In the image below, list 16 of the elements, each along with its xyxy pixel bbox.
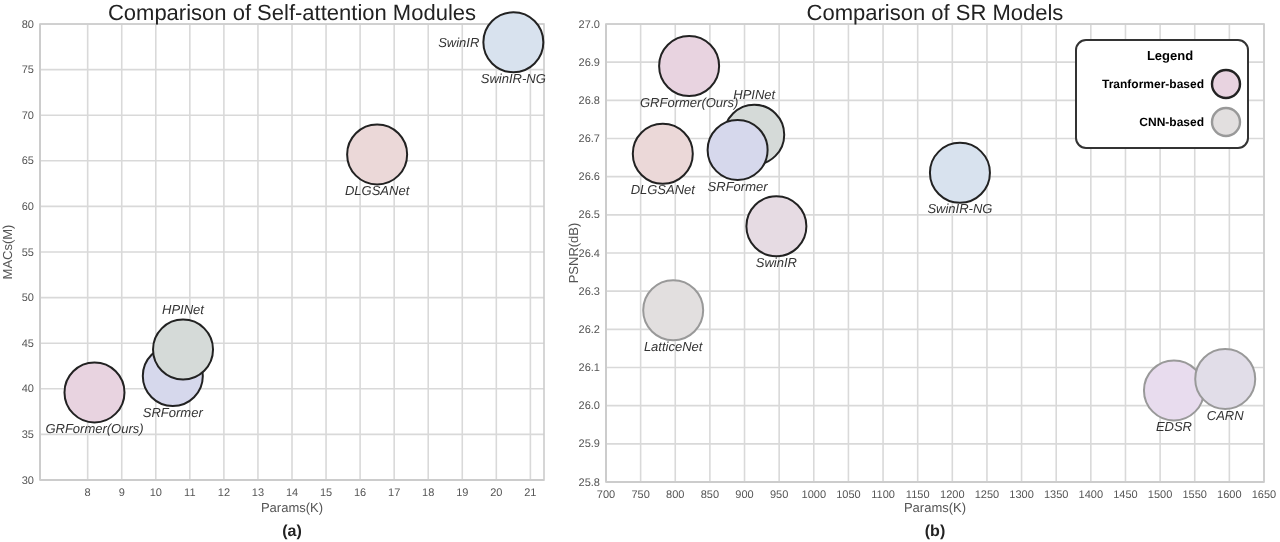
chart-title: Comparison of Self-attention Modules <box>107 2 478 26</box>
point <box>928 141 991 204</box>
point <box>706 119 769 181</box>
point <box>1194 348 1257 410</box>
point <box>631 122 694 185</box>
text: (a) <box>282 522 303 540</box>
point <box>152 318 215 381</box>
point <box>1142 359 1205 422</box>
point <box>658 35 721 97</box>
point <box>63 361 126 424</box>
point <box>482 11 545 74</box>
text: (b) <box>924 522 946 540</box>
point <box>346 123 409 186</box>
point <box>642 279 705 342</box>
point <box>745 195 808 258</box>
chart-title: Comparison of SR Models <box>806 2 1065 26</box>
